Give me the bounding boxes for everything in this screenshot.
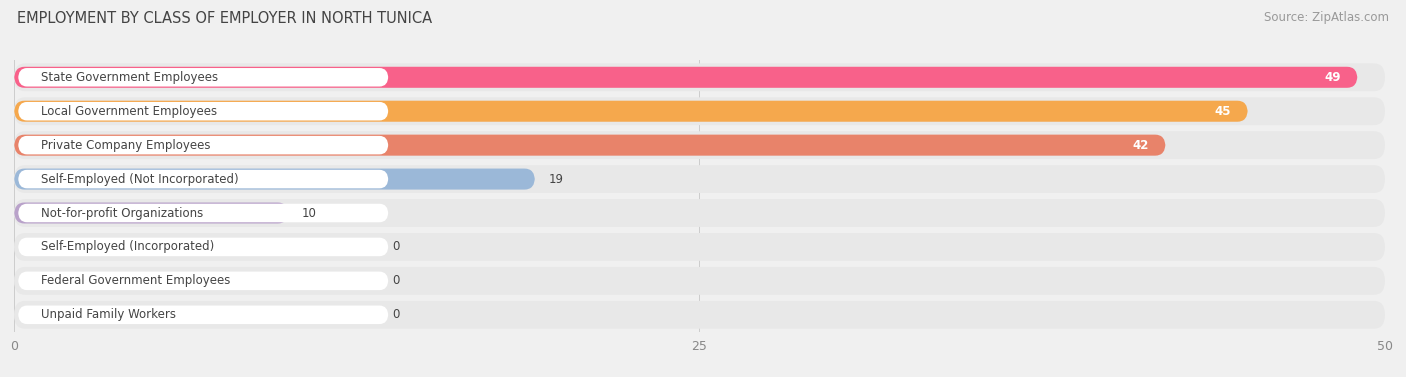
Text: Self-Employed (Incorporated): Self-Employed (Incorporated) [42,241,215,253]
FancyBboxPatch shape [14,131,1385,159]
Text: 42: 42 [1133,139,1149,152]
Text: EMPLOYMENT BY CLASS OF EMPLOYER IN NORTH TUNICA: EMPLOYMENT BY CLASS OF EMPLOYER IN NORTH… [17,11,432,26]
FancyBboxPatch shape [14,135,1166,156]
FancyBboxPatch shape [14,233,1385,261]
Text: 10: 10 [302,207,316,219]
FancyBboxPatch shape [14,202,288,224]
Text: Self-Employed (Not Incorporated): Self-Employed (Not Incorporated) [42,173,239,185]
Text: Not-for-profit Organizations: Not-for-profit Organizations [42,207,204,219]
FancyBboxPatch shape [14,165,1385,193]
FancyBboxPatch shape [14,67,1358,88]
FancyBboxPatch shape [14,101,1249,122]
FancyBboxPatch shape [14,267,1385,295]
Text: Local Government Employees: Local Government Employees [42,105,218,118]
Text: 49: 49 [1324,71,1341,84]
Text: 45: 45 [1215,105,1232,118]
Text: 19: 19 [548,173,564,185]
Text: Federal Government Employees: Federal Government Employees [42,274,231,287]
FancyBboxPatch shape [18,136,388,155]
FancyBboxPatch shape [18,204,388,222]
Text: Private Company Employees: Private Company Employees [42,139,211,152]
Text: 0: 0 [392,274,399,287]
FancyBboxPatch shape [14,301,1385,329]
Text: 0: 0 [392,308,399,321]
FancyBboxPatch shape [14,97,1385,125]
FancyBboxPatch shape [18,102,388,121]
Text: Source: ZipAtlas.com: Source: ZipAtlas.com [1264,11,1389,24]
FancyBboxPatch shape [18,170,388,188]
FancyBboxPatch shape [18,68,388,87]
FancyBboxPatch shape [18,305,388,324]
FancyBboxPatch shape [14,199,1385,227]
Text: Unpaid Family Workers: Unpaid Family Workers [42,308,177,321]
FancyBboxPatch shape [18,271,388,290]
FancyBboxPatch shape [14,169,534,190]
Text: 0: 0 [392,241,399,253]
Text: State Government Employees: State Government Employees [42,71,218,84]
FancyBboxPatch shape [14,63,1385,91]
FancyBboxPatch shape [18,238,388,256]
